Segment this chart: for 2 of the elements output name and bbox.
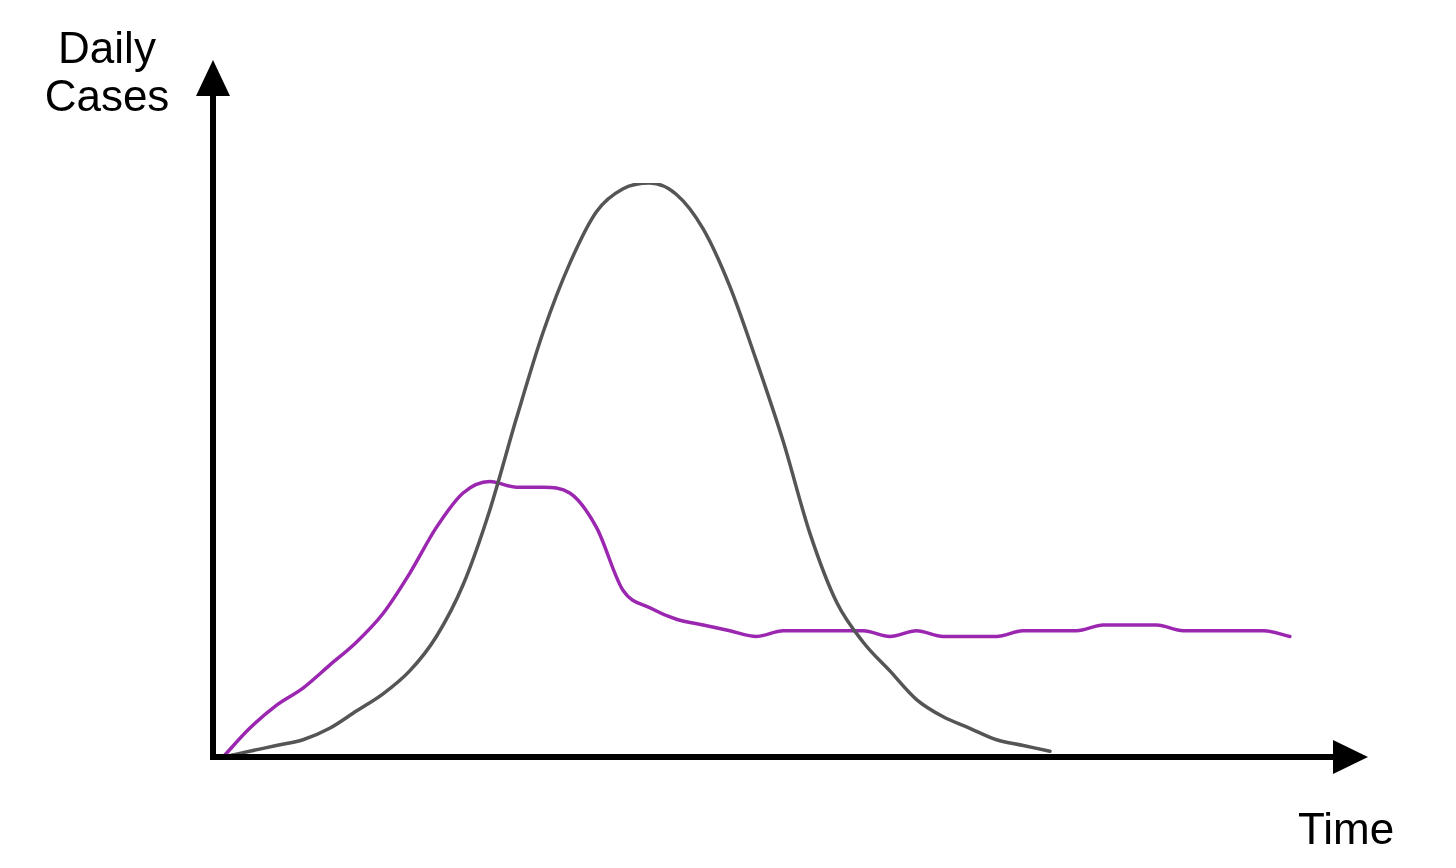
x-axis-title: Time [1298, 804, 1395, 854]
y-axis-title: Daily Cases [43, 23, 171, 120]
